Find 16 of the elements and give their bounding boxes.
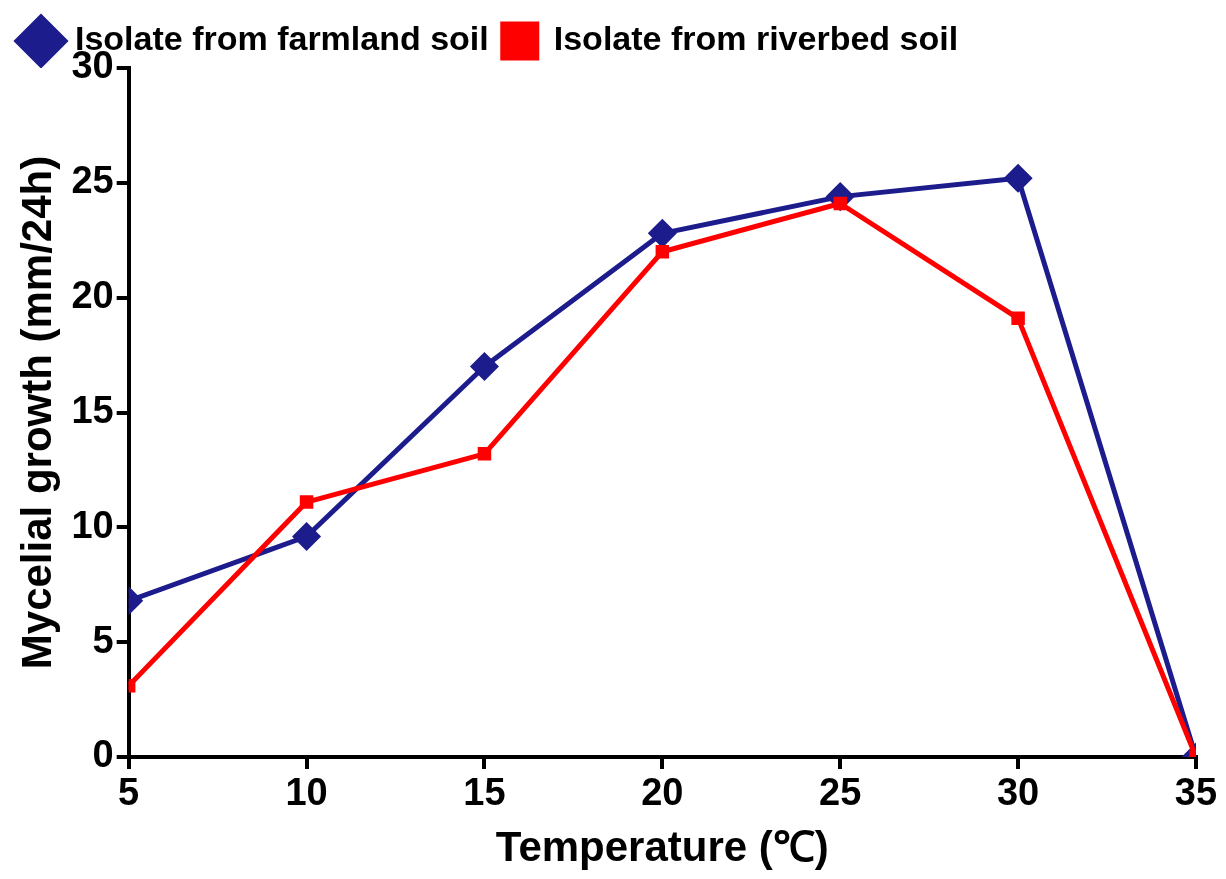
x-tick-label: 15 (463, 771, 506, 814)
y-tick-label: 0 (92, 733, 114, 776)
x-axis-title: Temperature (℃) (495, 823, 829, 871)
y-tick-label: 5 (92, 618, 114, 661)
y-tick-label: 25 (71, 159, 114, 202)
legend-label: Isolate from riverbed soil (553, 19, 959, 58)
x-tick-label: 10 (285, 771, 328, 814)
y-axis-title: Mycelial growth (mm/24h) (12, 155, 60, 670)
x-tick-label: 35 (1174, 771, 1218, 814)
y-tick-label: 10 (71, 503, 114, 546)
x-tick-label: 25 (819, 771, 862, 814)
y-tick-label: 20 (71, 274, 114, 317)
x-tick-label: 20 (641, 771, 684, 814)
y-tick-label: 15 (71, 388, 114, 431)
x-tick-label: 5 (118, 771, 140, 814)
x-tick-label: 30 (996, 771, 1040, 814)
